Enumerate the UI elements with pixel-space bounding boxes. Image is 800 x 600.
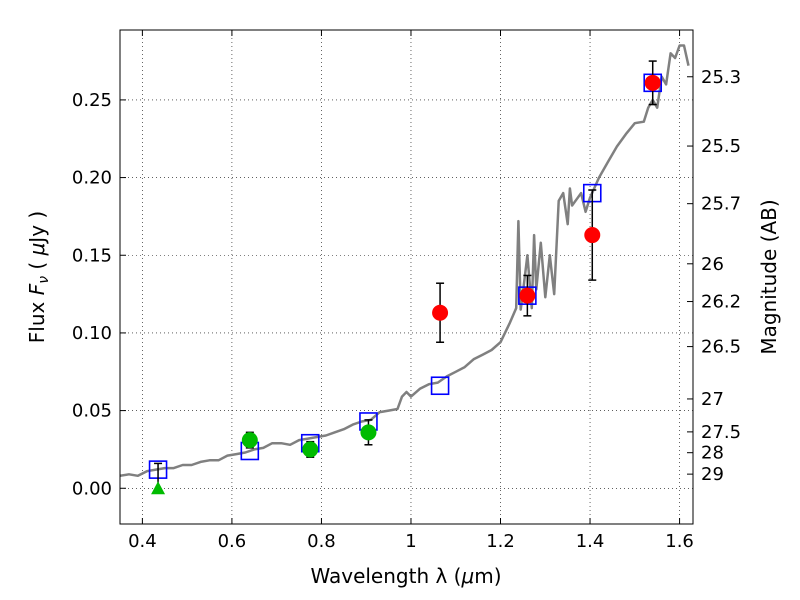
ticks: 0.4 0.6 0.8 1 1.2 1.4 1.6 0.00 0.05 0.10 0.15 0.20 0…	[72, 30, 741, 552]
y2-tick-label: 25.5	[701, 136, 741, 157]
x-tick-label: 1.6	[665, 531, 694, 552]
data-point-marker	[360, 424, 377, 441]
plot-frame	[119, 29, 694, 525]
y-axis-label: Flux Fν ( μJy )	[25, 211, 52, 343]
x-tick-label: 0.8	[307, 531, 336, 552]
y-tick-label: 0.05	[72, 401, 112, 422]
data-point-marker	[302, 441, 319, 458]
data-point-marker	[519, 287, 536, 304]
y2-tick-label: 26	[701, 254, 724, 275]
model-square-marker	[430, 376, 450, 396]
y-tick-label: 0.25	[72, 90, 112, 111]
x-tick-label: 0.4	[128, 531, 157, 552]
y-tick-label: 0.10	[72, 323, 112, 344]
y2-tick-label: 29	[701, 464, 724, 485]
y2-tick-label: 25.7	[701, 194, 741, 215]
x-tick-label: 1.2	[486, 531, 515, 552]
y2-tick-label: 25.3	[701, 67, 741, 88]
y-tick-label: 0.00	[72, 478, 112, 499]
y2-axis-label: Magnitude (AB)	[757, 199, 781, 354]
y2-tick-label: 26.2	[701, 292, 741, 313]
grid	[120, 30, 693, 524]
y2-tick-label: 27	[701, 389, 724, 410]
data-point-marker	[241, 432, 258, 449]
x-tick-label: 1.4	[576, 531, 605, 552]
model-spectrum-line	[120, 44, 690, 478]
y2-tick-label: 27.5	[701, 422, 741, 443]
data-point-marker	[432, 304, 449, 321]
plot-area	[120, 44, 690, 495]
upper-limit-triangle-marker	[151, 481, 166, 495]
y2-tick-label: 28	[701, 443, 724, 464]
x-tick-label: 0.6	[218, 531, 247, 552]
data-point-marker	[644, 74, 661, 91]
x-tick-label: 1	[405, 531, 416, 552]
x-axis-label: Wavelength λ (μm)	[310, 564, 501, 588]
data-point-marker	[584, 227, 601, 244]
y2-tick-label: 26.5	[701, 337, 741, 358]
y-tick-label: 0.20	[72, 168, 112, 189]
y-tick-label: 0.15	[72, 245, 112, 266]
